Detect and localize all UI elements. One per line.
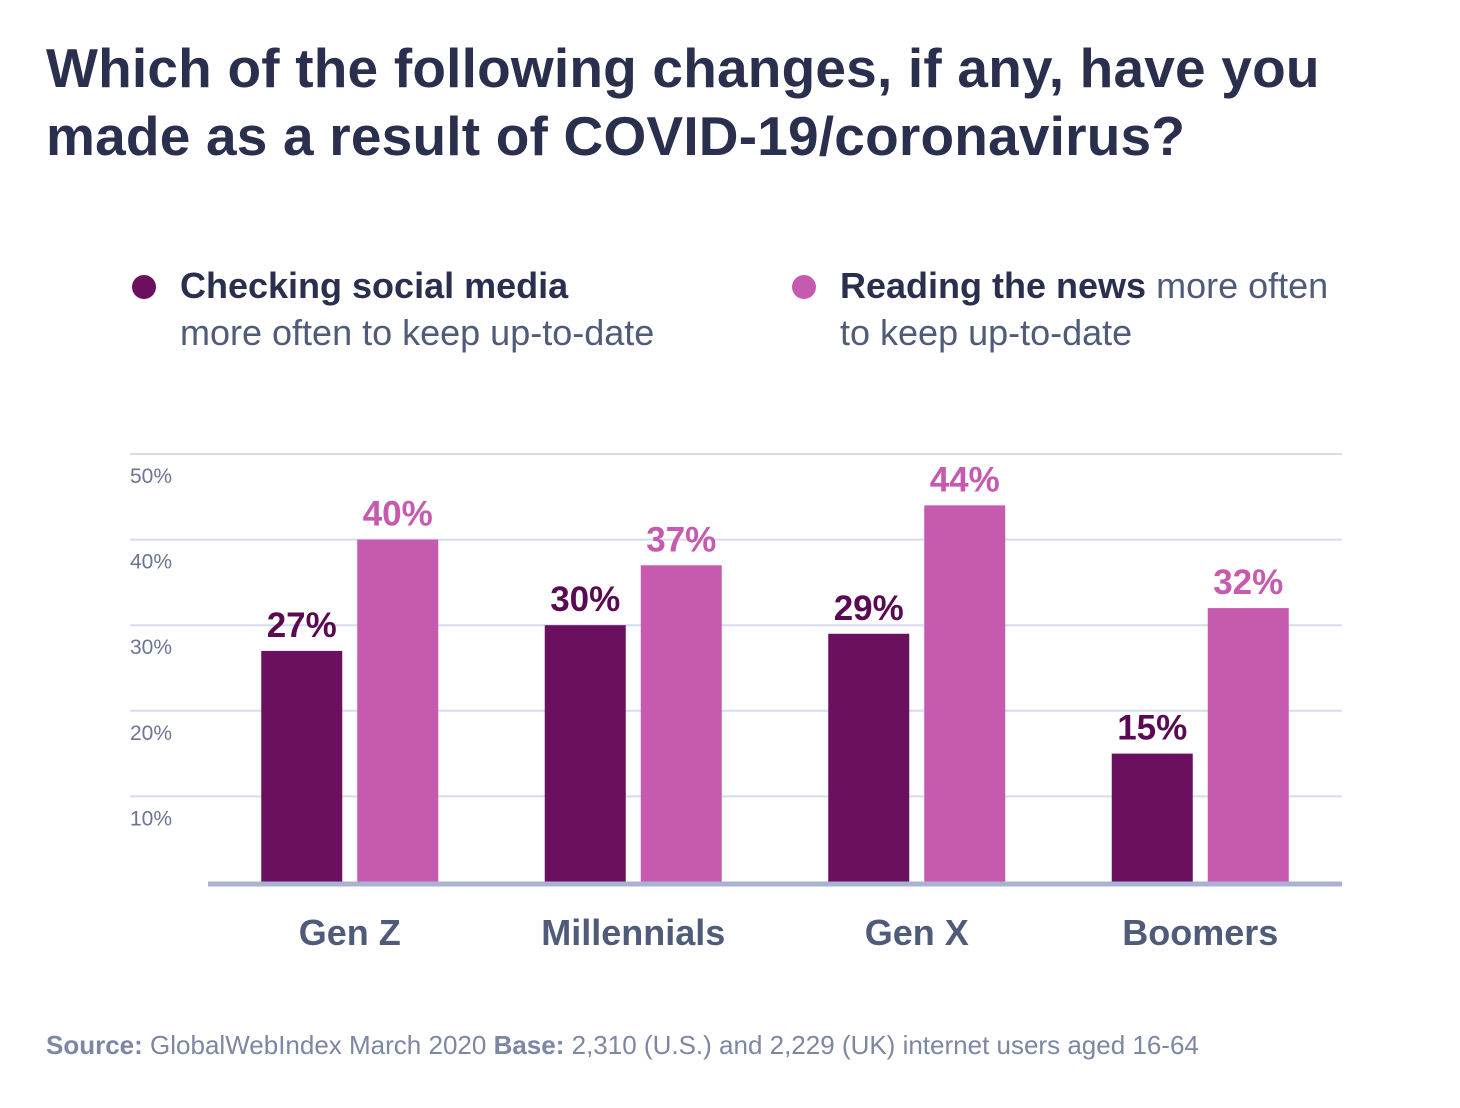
source-note: Source: GlobalWebIndex March 2020 Base: …: [46, 1030, 1446, 1061]
y-tick-label-10: 10%: [130, 807, 172, 830]
value-label-boomers-news: 32%: [1213, 563, 1283, 602]
bar-gen-x-news: [924, 505, 1006, 882]
title-line-2: made as a result of COVID-19/coronavirus…: [46, 105, 1186, 167]
title-line-1: Which of the following changes, if any, …: [46, 37, 1320, 99]
base-text: 2,310 (U.S.) and 2,229 (UK) internet use…: [571, 1030, 1199, 1060]
category-label-millennials: Millennials: [541, 912, 725, 953]
y-tick-label-40: 40%: [130, 551, 172, 574]
legend-news-rest-1: more often: [1156, 265, 1329, 306]
source-text: GlobalWebIndex March 2020: [150, 1030, 487, 1060]
legend-social-rest: more often to keep up-to-date: [180, 312, 655, 353]
value-label-boomers-social-media: 15%: [1117, 709, 1187, 748]
legend-item-social-media: Checking social media more often to keep…: [132, 262, 760, 356]
value-label-gen-x-social-media: 29%: [834, 589, 904, 628]
y-tick-label-50: 50%: [130, 465, 172, 488]
legend-dot-social-media: [132, 275, 156, 299]
y-tick-label-30: 30%: [130, 636, 172, 659]
value-label-millennials-news: 37%: [646, 520, 716, 559]
bar-gen-z-news: [357, 539, 439, 882]
bar-millennials-news: [640, 565, 722, 882]
legend-item-news: Reading the news more often to keep up-t…: [792, 262, 1400, 356]
bar-millennials-social-media: [544, 625, 626, 882]
chart-title: Which of the following changes, if any, …: [46, 34, 1436, 170]
legend-news-rest-2: to keep up-to-date: [840, 312, 1133, 353]
base-label: Base:: [493, 1030, 565, 1060]
category-label-gen-z: Gen Z: [299, 912, 401, 953]
value-label-gen-x-news: 44%: [930, 460, 1000, 499]
legend-social-bold: Checking social media: [180, 265, 569, 306]
bar-boomers-news: [1207, 608, 1289, 882]
value-label-millennials-social-media: 30%: [550, 580, 620, 619]
y-tick-label-20: 20%: [130, 722, 172, 745]
bar-gen-x-social-media: [828, 633, 910, 882]
value-label-gen-z-social-media: 27%: [267, 606, 337, 645]
bar-boomers-social-media: [1111, 753, 1193, 882]
bar-gen-z-social-media: [261, 650, 343, 882]
category-label-boomers: Boomers: [1122, 912, 1278, 953]
legend-dot-news: [792, 275, 816, 299]
legend-news-bold: Reading the news: [840, 265, 1147, 306]
value-label-gen-z-news: 40%: [363, 495, 433, 534]
source-label: Source:: [46, 1030, 143, 1060]
category-label-gen-x: Gen X: [865, 912, 969, 953]
